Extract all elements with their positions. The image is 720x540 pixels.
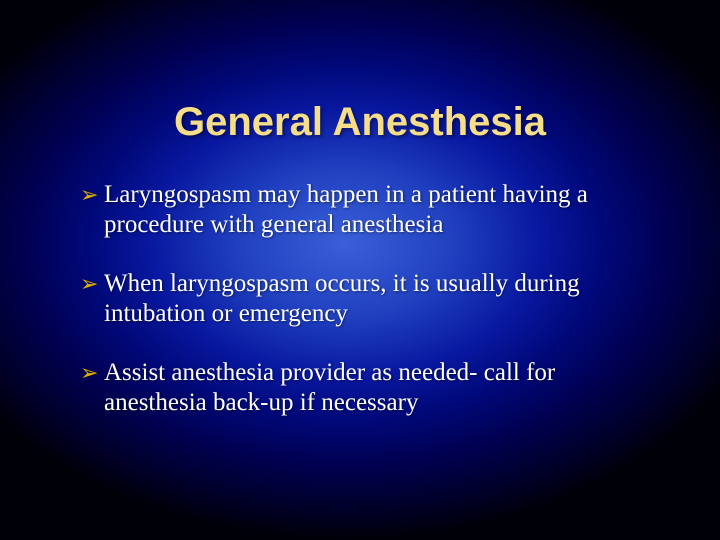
bullet-marker-icon: ➢ [80, 269, 104, 299]
bullet-text: When laryngospasm occurs, it is usually … [104, 269, 660, 328]
bullet-marker-icon: ➢ [80, 358, 104, 388]
bullet-item: ➢ Assist anesthesia provider as needed- … [80, 358, 660, 417]
slide-title: General Anesthesia [0, 100, 720, 145]
bullet-item: ➢ When laryngospasm occurs, it is usuall… [80, 269, 660, 328]
bullet-text: Laryngospasm may happen in a patient hav… [104, 180, 660, 239]
slide: General Anesthesia ➢ Laryngospasm may ha… [0, 0, 720, 540]
slide-body: ➢ Laryngospasm may happen in a patient h… [80, 180, 660, 447]
bullet-text: Assist anesthesia provider as needed- ca… [104, 358, 660, 417]
bullet-item: ➢ Laryngospasm may happen in a patient h… [80, 180, 660, 239]
bullet-marker-icon: ➢ [80, 180, 104, 210]
